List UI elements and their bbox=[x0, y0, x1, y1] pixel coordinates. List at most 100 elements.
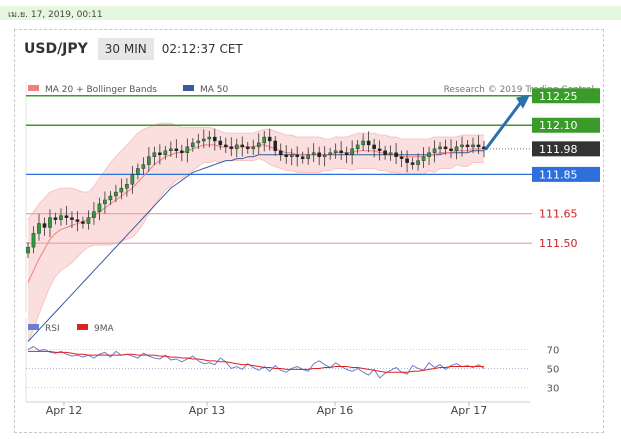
level-label-111-50: 111.50 bbox=[539, 237, 578, 250]
candle bbox=[284, 145, 289, 164]
candle bbox=[108, 191, 113, 205]
chart-header: USD/JPY 30 MIN 02:12:37 CET bbox=[24, 37, 251, 61]
candle-body bbox=[245, 146, 250, 150]
candle bbox=[289, 148, 294, 166]
candle-body bbox=[454, 146, 459, 152]
x-tick-label-1: Apr 13 bbox=[189, 404, 226, 417]
level-box-112-10 bbox=[532, 117, 600, 133]
candle bbox=[273, 136, 278, 156]
candle bbox=[295, 146, 300, 167]
timeframe-button[interactable]: 30 MIN bbox=[97, 38, 154, 60]
candle-body bbox=[119, 187, 124, 193]
candle-body bbox=[152, 152, 157, 157]
candle-body bbox=[333, 150, 338, 153]
legend-swatch-ma20 bbox=[28, 85, 39, 91]
candle bbox=[399, 150, 404, 168]
candle bbox=[350, 140, 354, 165]
candle bbox=[130, 165, 135, 194]
candle bbox=[427, 146, 431, 166]
candle bbox=[355, 139, 360, 154]
candle-body bbox=[191, 142, 195, 148]
candle-body bbox=[465, 144, 470, 148]
candle-body bbox=[147, 156, 151, 165]
candle bbox=[26, 242, 30, 258]
candle-body bbox=[70, 217, 74, 220]
candle-body bbox=[75, 219, 80, 222]
candle-body bbox=[427, 152, 431, 157]
candle-body bbox=[136, 168, 140, 175]
candle-body bbox=[339, 150, 343, 153]
candle bbox=[163, 145, 168, 160]
candle-body bbox=[388, 152, 393, 155]
candle bbox=[344, 146, 349, 164]
candle bbox=[180, 144, 184, 162]
candle bbox=[125, 178, 129, 197]
candle bbox=[438, 141, 442, 154]
candle bbox=[460, 136, 464, 157]
rsi-tick-label-70: 70 bbox=[547, 345, 560, 356]
candle-body bbox=[311, 152, 316, 155]
candle bbox=[212, 128, 217, 151]
chart-panel bbox=[14, 29, 604, 433]
candle bbox=[53, 212, 58, 225]
candle-body bbox=[471, 144, 475, 148]
ma50-line bbox=[27, 150, 484, 342]
candle-body bbox=[267, 136, 272, 142]
candle bbox=[223, 137, 228, 153]
candle bbox=[333, 143, 338, 159]
candle-body bbox=[234, 144, 239, 150]
level-label-112-25: 112.25 bbox=[539, 90, 578, 103]
candle bbox=[383, 145, 387, 160]
candle-body bbox=[53, 217, 58, 220]
legend-label-9ma: 9MA bbox=[94, 324, 114, 334]
candle-body bbox=[289, 154, 294, 157]
candle-body bbox=[322, 154, 327, 157]
time-label: 02:12:37 CET bbox=[161, 42, 243, 56]
candle bbox=[471, 137, 475, 153]
symbol-label: USD/JPY bbox=[24, 41, 88, 57]
candle-body bbox=[443, 146, 448, 150]
candle-body bbox=[383, 150, 387, 155]
candle bbox=[300, 151, 305, 164]
candle bbox=[366, 131, 371, 153]
candle bbox=[191, 138, 195, 152]
candle-body bbox=[86, 217, 91, 224]
candle bbox=[306, 147, 310, 165]
candle bbox=[465, 139, 470, 152]
candle-body bbox=[42, 223, 47, 228]
candle-body bbox=[174, 148, 179, 152]
candle-body bbox=[169, 148, 173, 152]
level-box-111-98 bbox=[532, 141, 600, 157]
candle bbox=[114, 184, 118, 203]
candle bbox=[207, 130, 212, 148]
candle-body bbox=[460, 144, 464, 148]
candle-body bbox=[223, 144, 228, 148]
candle-body bbox=[218, 140, 223, 146]
candle bbox=[234, 138, 239, 158]
candle-body bbox=[372, 144, 376, 150]
candle-body bbox=[350, 148, 354, 155]
candle bbox=[443, 139, 448, 155]
candle bbox=[372, 138, 376, 158]
candle-body bbox=[229, 146, 234, 150]
candle bbox=[476, 135, 481, 155]
candle bbox=[256, 133, 261, 155]
candle bbox=[388, 145, 393, 161]
rsi-tick-label-30: 30 bbox=[547, 383, 560, 394]
candle-body bbox=[59, 215, 63, 220]
candle-body bbox=[300, 156, 305, 159]
candle-body bbox=[361, 140, 365, 146]
candle bbox=[37, 213, 41, 241]
candle bbox=[141, 157, 146, 175]
candle-body bbox=[37, 223, 41, 234]
candle bbox=[75, 211, 80, 232]
credit-text: Research © 2019 Trading Central bbox=[444, 85, 594, 95]
candle-body bbox=[262, 136, 267, 144]
candle bbox=[278, 143, 283, 161]
candle-body bbox=[92, 211, 96, 218]
candle bbox=[262, 130, 267, 152]
candle bbox=[229, 137, 234, 157]
candle-body bbox=[410, 162, 415, 165]
rsi-9ma-line bbox=[28, 350, 484, 373]
